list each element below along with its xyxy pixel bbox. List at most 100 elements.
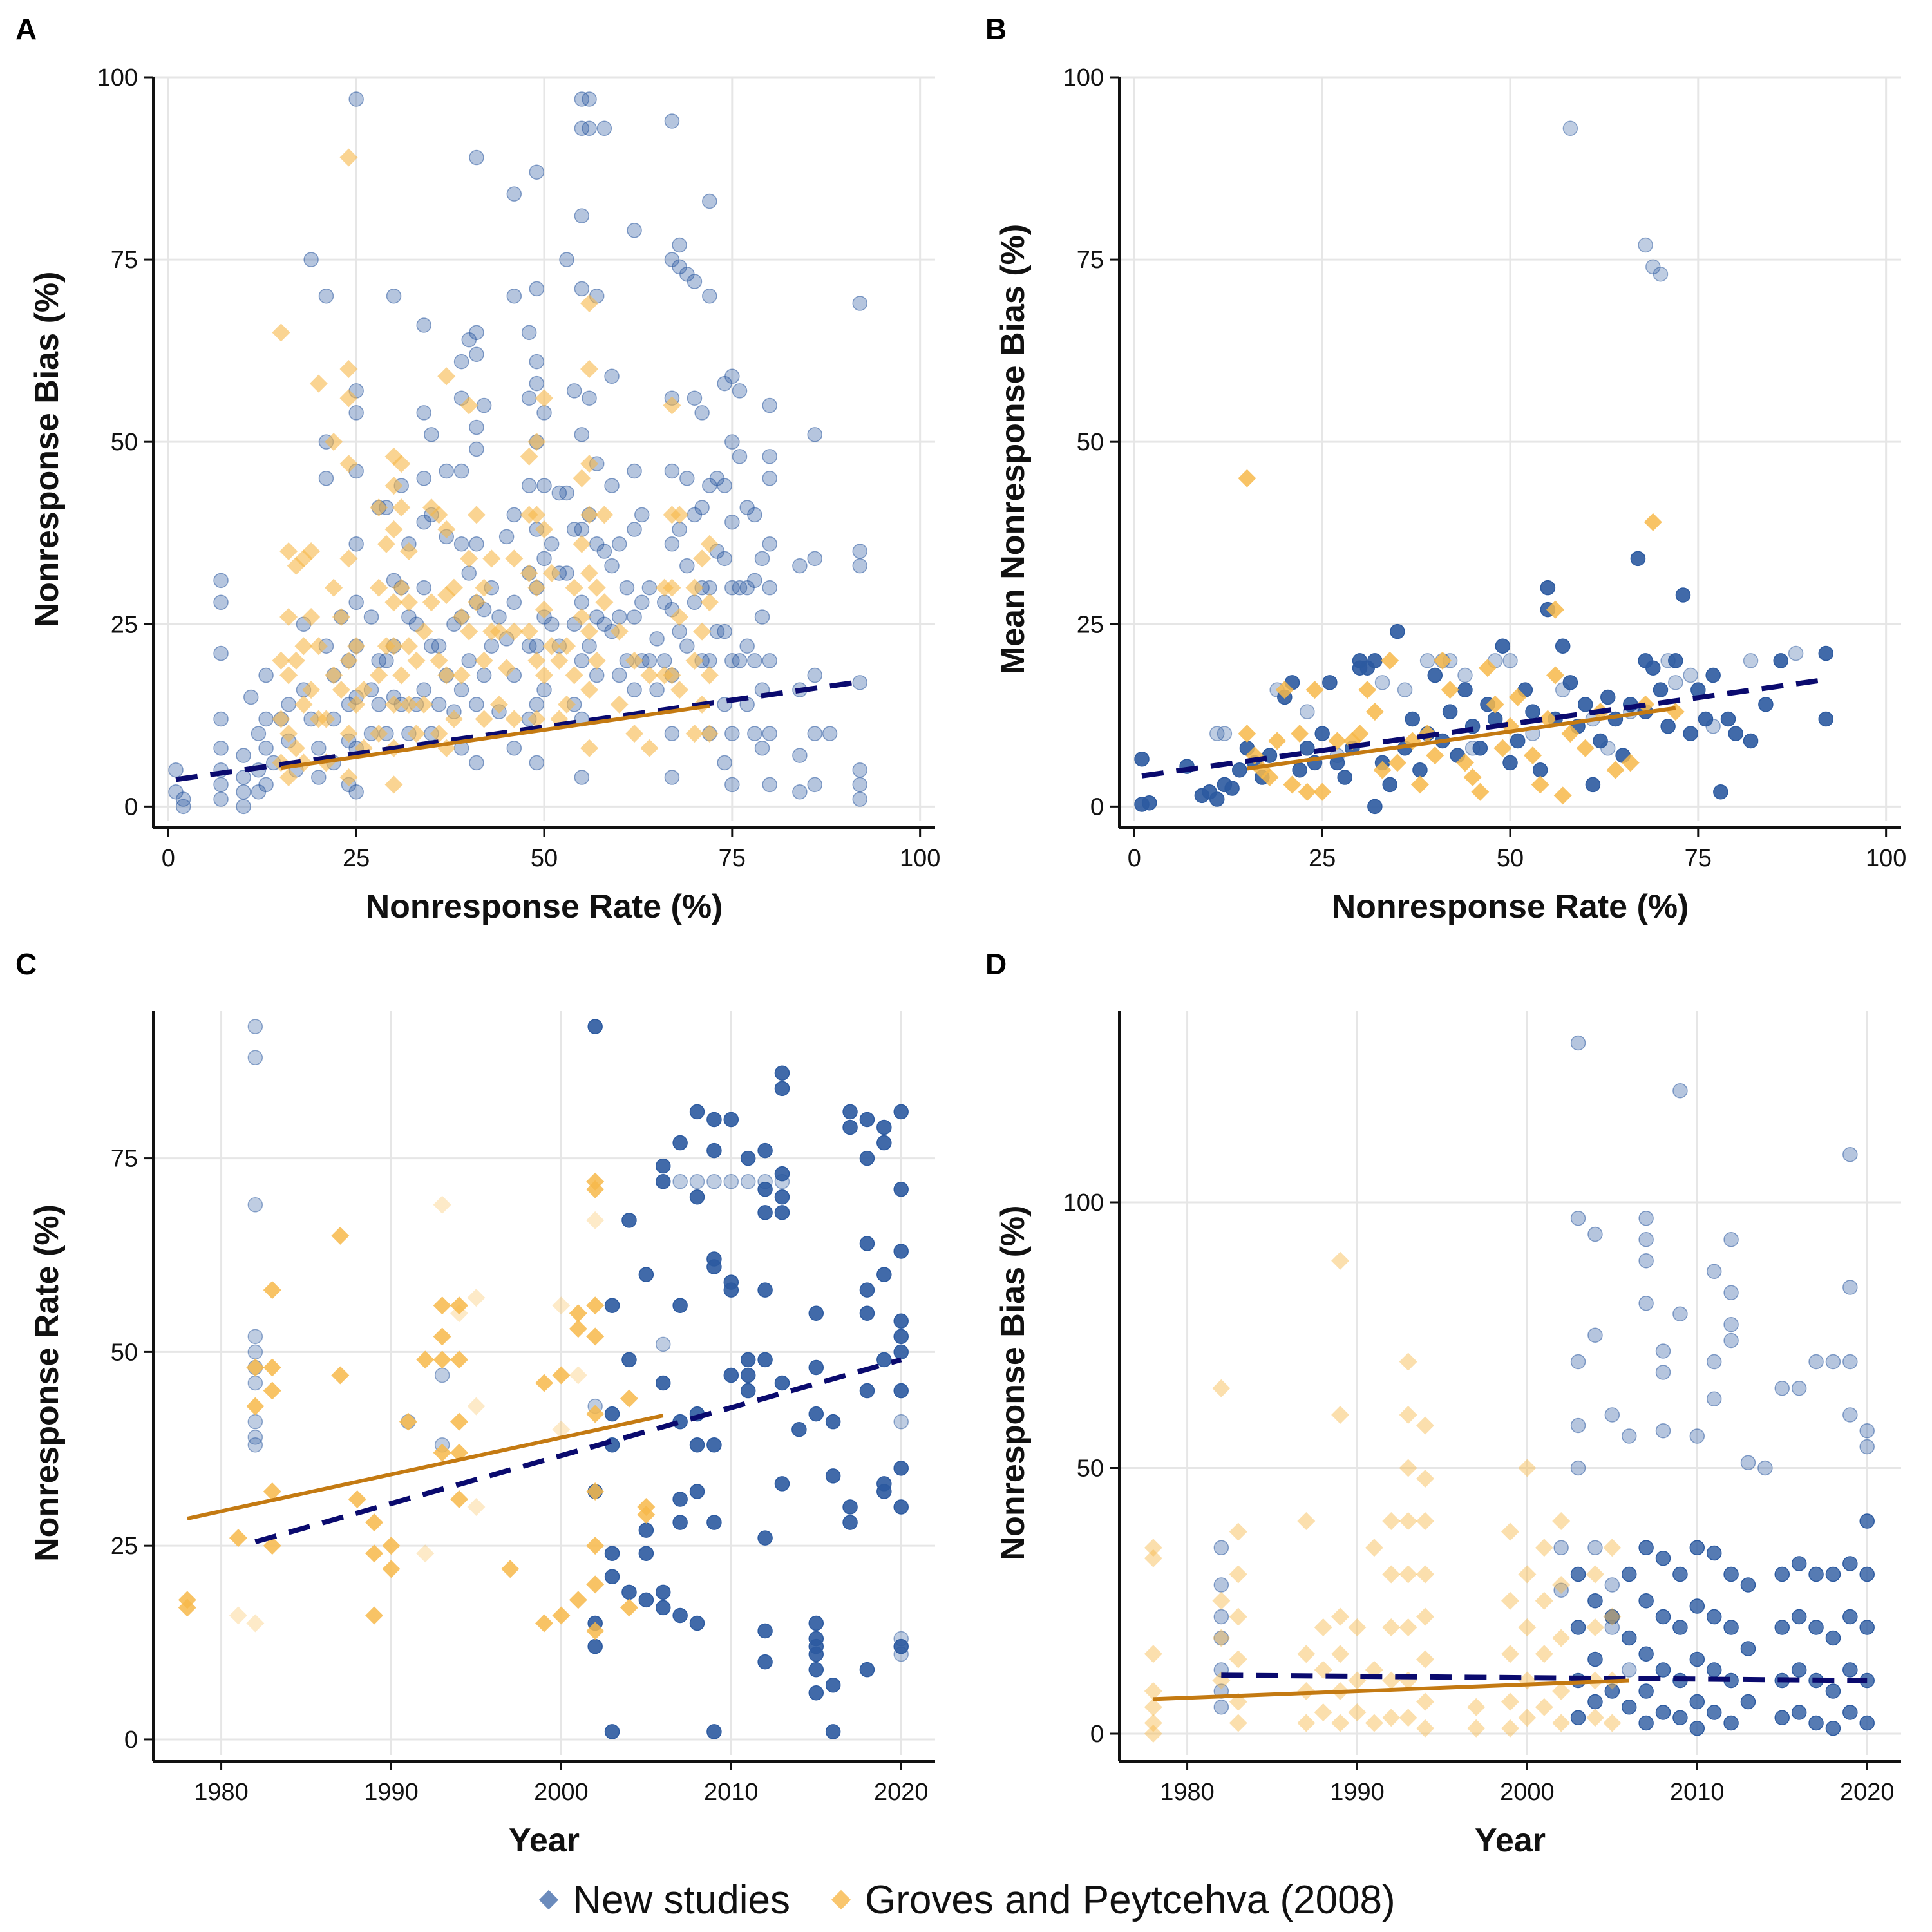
data-point-diamond	[550, 651, 569, 670]
data-point-circle	[1842, 1556, 1858, 1571]
data-point-circle	[1638, 1683, 1654, 1699]
data-point-diamond	[580, 739, 599, 757]
x-tick-label: 75	[1685, 845, 1712, 872]
data-point-circle	[1774, 1710, 1790, 1725]
data-point-circle	[469, 419, 484, 435]
legend: New studies Groves and Peytcehva (2008)	[0, 1868, 1932, 1932]
data-point-circle	[1668, 675, 1683, 690]
data-point-circle	[1728, 726, 1743, 741]
data-point-diamond	[663, 396, 681, 415]
data-point-circle	[807, 726, 822, 741]
legend-label-groves: Groves and Peytcehva (2008)	[865, 1877, 1396, 1922]
data-point-diamond	[1298, 782, 1316, 801]
data-point-circle	[469, 536, 484, 552]
data-point-diamond	[1331, 1406, 1350, 1424]
data-point-diamond	[467, 1397, 486, 1416]
data-point-circle	[247, 1329, 263, 1345]
y-tick-label: 100	[1063, 1189, 1104, 1217]
data-point-diamond	[444, 710, 463, 728]
data-point-diamond	[1382, 1618, 1401, 1636]
data-point-circle	[476, 667, 492, 683]
data-point-circle	[559, 252, 574, 267]
data-point-circle	[893, 1313, 909, 1329]
data-point-diamond	[1212, 1591, 1231, 1610]
data-point-circle	[363, 609, 379, 625]
data-point-circle	[672, 1298, 688, 1313]
data-point-circle	[1553, 1582, 1569, 1598]
data-point-diamond	[663, 578, 681, 597]
data-point-circle	[1427, 667, 1443, 683]
data-point-diamond	[279, 768, 298, 787]
panel-d: D 1980 1990 2000 2010 2020 0 50 100 Year Nonrespo…	[966, 934, 1932, 1868]
data-point-diamond	[1382, 1709, 1401, 1727]
data-point-circle	[687, 390, 703, 406]
x-tick-label: 50	[1497, 845, 1524, 872]
data-point-circle	[672, 1492, 688, 1507]
data-point-circle	[723, 1367, 739, 1383]
data-point-circle	[1672, 1620, 1688, 1635]
data-point-circle	[1842, 1609, 1858, 1625]
data-point-diamond	[1441, 681, 1459, 699]
data-point-circle	[672, 1135, 688, 1151]
x-tick-label: 25	[1309, 845, 1336, 872]
data-point-diamond	[263, 1537, 281, 1555]
data-point-circle	[1672, 1306, 1688, 1321]
data-point-circle	[1808, 1566, 1824, 1582]
data-point-circle	[724, 514, 740, 530]
data-point-circle	[1740, 1641, 1756, 1656]
data-point-circle	[1859, 1715, 1875, 1731]
data-point-circle	[1141, 795, 1157, 811]
data-point-circle	[439, 463, 454, 479]
data-point-circle	[521, 390, 537, 406]
panel-a: A 0 25 50 75 100 0 25 50 75 100 Nonresponse Rate (…	[0, 0, 966, 934]
data-point-circle	[1706, 1545, 1722, 1561]
data-point-diamond	[1331, 1645, 1350, 1663]
data-point-diamond	[1552, 1682, 1571, 1700]
data-point-diamond	[693, 622, 712, 641]
panel-letter-a: A	[15, 12, 37, 46]
data-point-circle	[655, 1600, 671, 1616]
data-point-circle	[469, 441, 484, 457]
data-point-diamond	[1399, 1512, 1417, 1530]
data-point-diamond	[1297, 1714, 1316, 1732]
data-point-diamond	[433, 1296, 451, 1315]
x-tick-label: 1980	[194, 1779, 249, 1806]
data-point-circle	[1600, 741, 1616, 756]
data-point-diamond	[1348, 1618, 1367, 1636]
data-point-circle	[757, 1173, 773, 1189]
data-point-diamond	[595, 506, 614, 524]
data-point-circle	[762, 653, 777, 668]
data-point-diamond	[467, 1498, 486, 1516]
data-point-circle	[1570, 1211, 1586, 1226]
data-point-diamond	[279, 666, 298, 685]
data-point-circle	[774, 1375, 790, 1391]
data-point-circle	[1638, 1715, 1654, 1731]
data-point-diamond	[501, 1560, 520, 1578]
data-point-circle	[762, 777, 777, 793]
data-point-circle	[1842, 1705, 1858, 1720]
data-point-circle	[679, 638, 695, 654]
chart-a: 0 25 50 75 100 0 25 50 75 100 Nonresponse Rate (%)…	[28, 64, 940, 925]
data-point-circle	[469, 346, 484, 363]
data-point-diamond	[246, 1358, 265, 1377]
data-point-diamond	[620, 1389, 638, 1408]
data-point-circle	[1655, 1551, 1671, 1566]
data-point-diamond	[433, 1443, 451, 1462]
data-point-diamond	[370, 666, 388, 685]
data-point-circle	[604, 368, 620, 384]
data-point-circle	[1842, 1407, 1858, 1423]
data-point-circle	[1638, 1296, 1654, 1311]
fit-line-new-studies	[1221, 1672, 1868, 1683]
data-point-circle	[762, 397, 777, 413]
data-point-circle	[536, 551, 552, 567]
y-tick-label: 50	[1077, 1455, 1104, 1482]
data-point-circle	[876, 1484, 892, 1499]
data-point-circle	[1825, 1630, 1841, 1646]
data-point-diamond	[580, 681, 599, 699]
data-point-circle	[506, 288, 522, 304]
data-point-circle	[724, 434, 740, 450]
data-point-diamond	[1518, 1565, 1537, 1584]
data-point-diamond	[370, 578, 388, 597]
data-point-circle	[1842, 1354, 1858, 1370]
data-point-circle	[842, 1515, 858, 1530]
